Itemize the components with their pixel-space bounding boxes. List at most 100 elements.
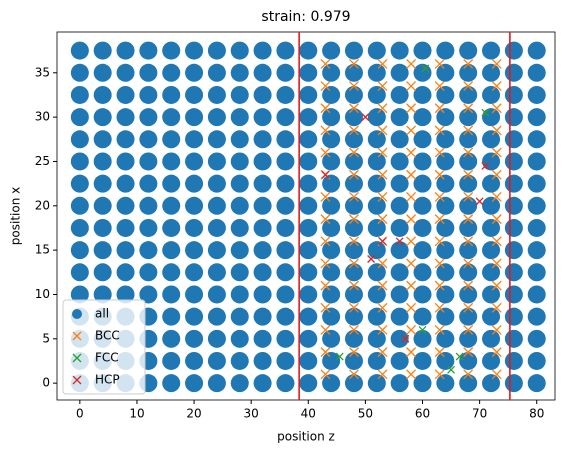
point: [139, 130, 158, 149]
point: [434, 191, 445, 202]
point: [367, 351, 386, 370]
point: [70, 108, 89, 127]
point: [377, 147, 388, 158]
point: [162, 263, 181, 282]
point: [230, 85, 249, 104]
point: [377, 258, 388, 269]
point: [434, 214, 445, 225]
point: [276, 63, 295, 82]
point: [139, 263, 158, 282]
point: [390, 174, 409, 193]
point: [299, 285, 318, 304]
point: [504, 174, 523, 193]
point: [299, 241, 318, 260]
point: [434, 58, 445, 69]
point: [504, 196, 523, 215]
point: [413, 85, 432, 104]
point: [116, 85, 135, 104]
point: [162, 196, 181, 215]
legend-label: HCP: [95, 373, 120, 387]
point: [299, 307, 318, 326]
point: [527, 174, 546, 193]
point: [185, 374, 204, 393]
point: [390, 329, 409, 348]
point: [349, 147, 359, 158]
point: [527, 351, 546, 370]
point: [322, 241, 341, 260]
point: [320, 302, 331, 313]
point: [139, 174, 158, 193]
point: [504, 285, 523, 304]
point: [406, 81, 417, 92]
point: [406, 58, 417, 69]
point: [207, 41, 226, 60]
point: [70, 85, 89, 104]
point: [320, 369, 331, 380]
point: [463, 214, 474, 225]
point: [162, 329, 181, 348]
legend-marker: [72, 353, 82, 363]
x-tick-label: 40: [301, 407, 316, 421]
point: [93, 41, 112, 60]
point: [344, 85, 363, 104]
point: [344, 174, 363, 193]
point: [349, 347, 359, 358]
point: [463, 191, 474, 202]
point: [344, 307, 363, 326]
point: [320, 81, 331, 92]
point: [230, 329, 249, 348]
point: [70, 241, 89, 260]
point: [299, 218, 318, 237]
point: [491, 58, 502, 69]
point: [367, 41, 386, 60]
point: [207, 174, 226, 193]
point: [377, 369, 388, 380]
point: [276, 329, 295, 348]
point: [436, 130, 455, 149]
point: [413, 174, 432, 193]
point: [527, 374, 546, 393]
point: [139, 218, 158, 237]
point: [70, 263, 89, 282]
point: [276, 85, 295, 104]
point: [253, 263, 272, 282]
point: [253, 63, 272, 82]
x-tick-label: 50: [358, 407, 373, 421]
point: [413, 108, 432, 127]
point: [463, 369, 474, 380]
point: [322, 85, 341, 104]
point: [116, 196, 135, 215]
legend-box: [62, 299, 146, 395]
x-tick-label: 20: [186, 407, 201, 421]
point: [230, 307, 249, 326]
point: [482, 241, 501, 260]
point: [344, 351, 363, 370]
point: [434, 147, 445, 158]
point: [367, 63, 386, 82]
point: [93, 218, 112, 237]
point: [322, 130, 341, 149]
point: [377, 280, 388, 291]
point: [116, 263, 135, 282]
point: [390, 218, 409, 237]
point: [299, 351, 318, 370]
point: [459, 41, 478, 60]
point: [162, 174, 181, 193]
legend-label: FCC: [95, 351, 119, 365]
point: [139, 152, 158, 171]
point: [230, 108, 249, 127]
point: [93, 241, 112, 260]
point: [413, 196, 432, 215]
point: [390, 285, 409, 304]
point: [344, 41, 363, 60]
point: [349, 81, 359, 92]
point: [139, 241, 158, 260]
point: [320, 125, 331, 136]
point: [367, 174, 386, 193]
point: [349, 125, 359, 136]
point: [482, 108, 501, 127]
point: [70, 41, 89, 60]
point: [413, 218, 432, 237]
point: [406, 103, 417, 114]
point: [436, 196, 455, 215]
